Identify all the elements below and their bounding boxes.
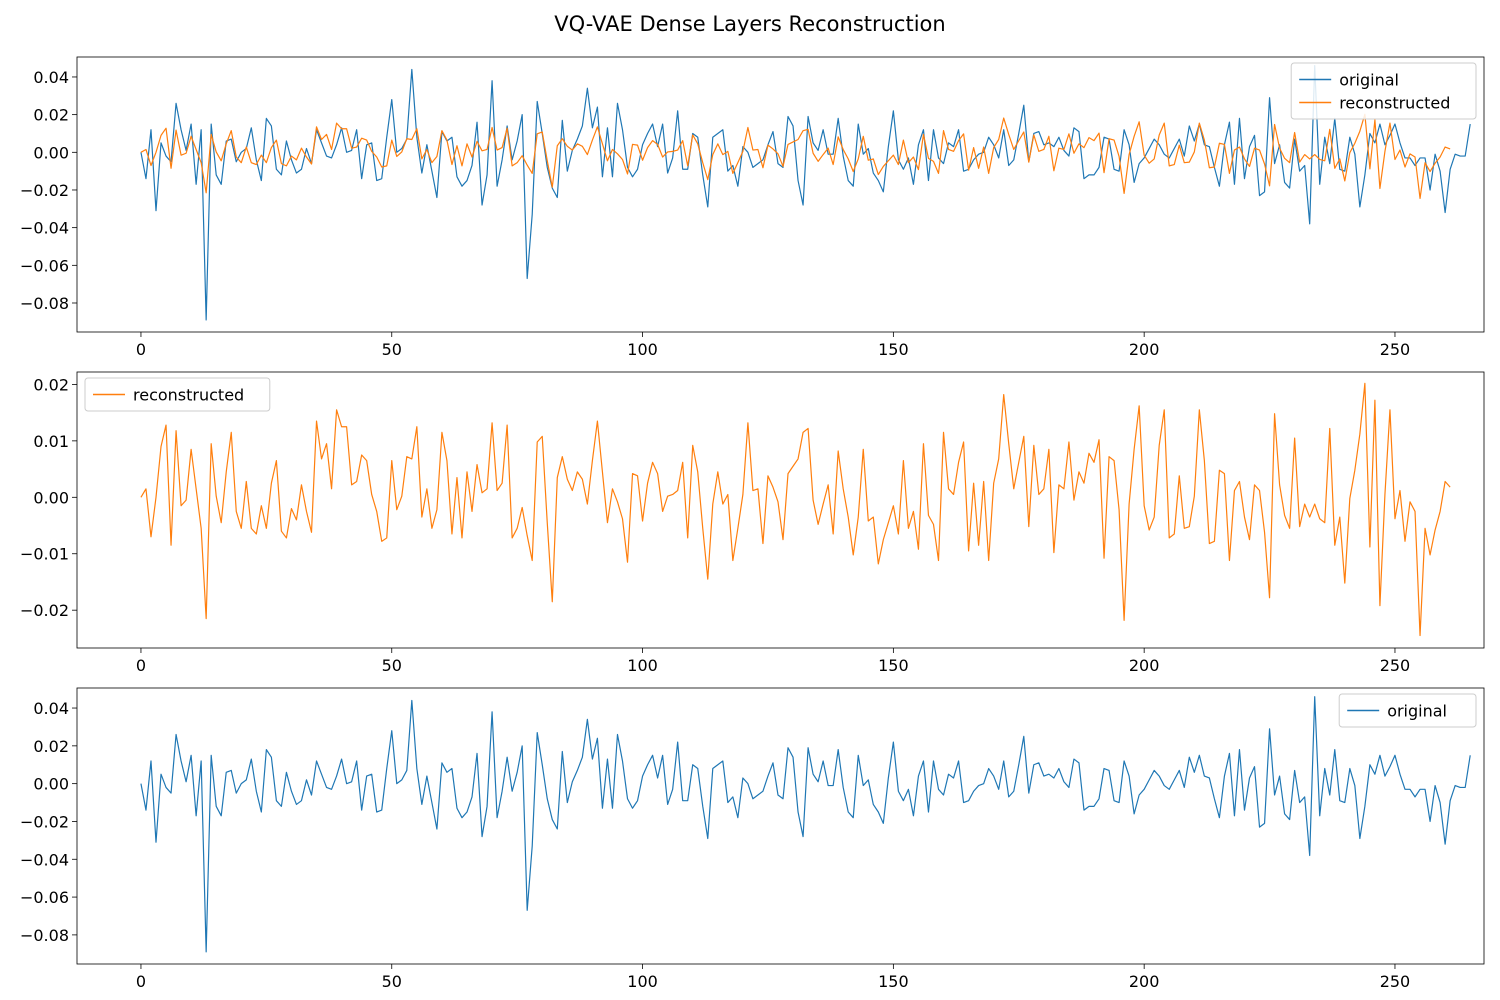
subplot-bottom: 0 50 100 150 200 250 0.04 0.02 0.00 −0.02 −0.04 −0.… [20, 687, 1485, 991]
y-tick-label: −0.08 [20, 294, 69, 313]
legend-label-reconstructed: reconstructed [133, 386, 244, 405]
y-tick-label: −0.01 [20, 545, 69, 564]
legend-box [84, 377, 271, 412]
y-tick-label: 0.00 [33, 488, 69, 507]
y-tick-label: −0.06 [20, 256, 69, 275]
legend-box [1338, 693, 1477, 728]
y-tick-label: 0.01 [33, 432, 69, 451]
y-tick-label: 0.00 [33, 775, 69, 794]
x-tick-label: 250 [1380, 656, 1411, 675]
legend: original [1338, 693, 1477, 728]
y-tick-label: 0.02 [33, 737, 69, 756]
plot-frame [76, 371, 1485, 649]
y-tick-label: −0.02 [20, 812, 69, 831]
legend: reconstructed [84, 377, 271, 412]
y-tick-label: −0.04 [20, 219, 69, 238]
legend-box [1290, 62, 1477, 120]
figure-title: VQ-VAE Dense Layers Reconstruction [554, 12, 946, 36]
x-tick-label: 50 [382, 656, 402, 675]
series-line-reconstructed [140, 113, 1451, 200]
x-tick-label: 150 [878, 340, 909, 359]
x-tick-label: 100 [627, 656, 658, 675]
y-tick-label: −0.08 [20, 926, 69, 945]
y-tick-label: −0.02 [20, 181, 69, 200]
series-line-original [140, 696, 1471, 953]
x-tick-label: 100 [627, 340, 658, 359]
x-tick-label: 0 [136, 656, 146, 675]
y-tick-label: −0.06 [20, 888, 69, 907]
subplot-middle: 0 50 100 150 200 250 0.02 0.01 0.00 −0.01 −0.02 rec… [20, 371, 1485, 675]
legend-label-original: original [1387, 702, 1447, 721]
legend-label-reconstructed: reconstructed [1339, 94, 1450, 113]
plot-frame [76, 687, 1485, 965]
subplot-top: 0 50 100 150 200 250 0.04 0.02 0.00 −0.02 −0.04 −0.… [20, 56, 1485, 359]
x-tick-label: 250 [1380, 340, 1411, 359]
y-tick-label: −0.02 [20, 601, 69, 620]
x-tick-label: 50 [382, 972, 402, 991]
legend: original reconstructed [1290, 62, 1477, 120]
x-tick-label: 50 [382, 340, 402, 359]
x-tick-label: 100 [627, 972, 658, 991]
x-tick-label: 0 [136, 972, 146, 991]
x-tick-label: 200 [1129, 972, 1160, 991]
plot-frame [76, 56, 1485, 333]
x-tick-label: 250 [1380, 972, 1411, 991]
y-tick-label: 0.00 [33, 143, 69, 162]
series-line-original [140, 65, 1471, 321]
y-tick-label: 0.02 [33, 106, 69, 125]
x-tick-label: 200 [1129, 340, 1160, 359]
x-tick-label: 150 [878, 656, 909, 675]
legend-label-original: original [1339, 71, 1399, 90]
y-tick-label: −0.04 [20, 850, 69, 869]
y-tick-label: 0.04 [33, 68, 69, 87]
x-tick-label: 150 [878, 972, 909, 991]
x-tick-label: 0 [136, 340, 146, 359]
series-line-reconstructed [140, 382, 1451, 637]
y-tick-label: 0.04 [33, 699, 69, 718]
y-tick-label: 0.02 [33, 375, 69, 394]
x-tick-label: 200 [1129, 656, 1160, 675]
